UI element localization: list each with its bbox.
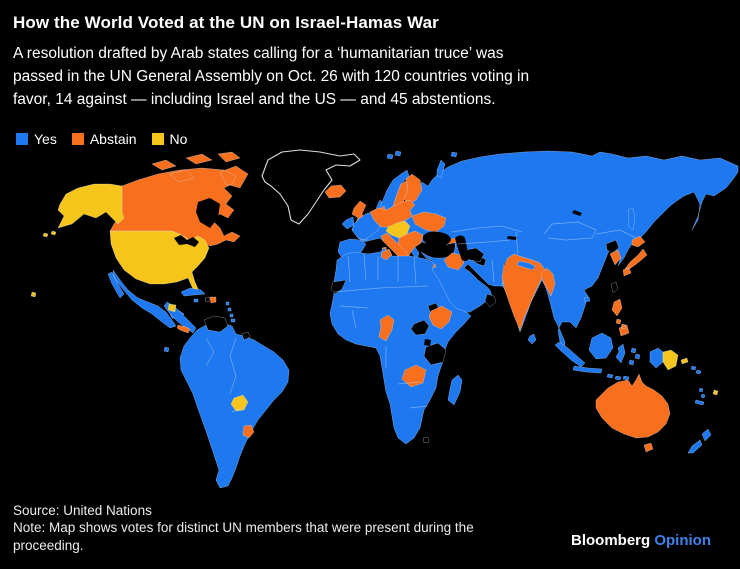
legend-item-abstain: Abstain: [71, 131, 137, 147]
country-border-lines: [205, 221, 637, 413]
chart-subtitle: A resolution drafted by Arab states call…: [13, 42, 573, 111]
region-australia: [595, 373, 671, 439]
subtitle-line-2: passed in the UN General Assembly on Oct…: [13, 68, 530, 85]
lake-balkhash: [507, 236, 517, 240]
region-dominican-republic: [209, 296, 217, 304]
region-taiwan: [610, 281, 619, 294]
caspian-sea: [455, 235, 469, 262]
region-french-guiana: [241, 331, 251, 341]
hudson-bay: [196, 198, 220, 228]
region-uruguay: [242, 424, 255, 439]
region-oman: [484, 293, 497, 308]
region-sulawesi: [615, 343, 626, 364]
region-philippines: [611, 298, 630, 337]
region-novaya-zemlya: [436, 159, 446, 179]
subtitle-line-1: A resolution drafted by Arab states call…: [13, 45, 504, 62]
region-cameroon: [378, 314, 395, 342]
legend: Yes Abstain No: [16, 131, 187, 147]
region-india: [501, 253, 546, 331]
region-new-zealand: [687, 428, 712, 454]
region-panama: [176, 324, 191, 334]
region-africa: [329, 247, 472, 445]
region-greenland: [261, 149, 361, 225]
region-tanzania: [423, 342, 447, 366]
region-fiji: [712, 389, 719, 396]
region-france: [351, 211, 381, 241]
region-madagascar: [447, 374, 463, 406]
region-venezuela: [203, 315, 229, 333]
region-png-islands: [680, 357, 689, 365]
region-myanmar: [540, 267, 556, 297]
note-line-1: Note: Map shows votes for distinct UN me…: [13, 520, 474, 535]
note-line-2: proceeding.: [13, 537, 84, 553]
region-south-sudan: [410, 319, 430, 336]
region-java: [572, 365, 603, 374]
legend-swatch-abstain-icon: [71, 133, 84, 145]
region-sakhalin: [627, 207, 636, 231]
region-jamaica: [193, 298, 199, 303]
region-ukraine: [411, 211, 447, 233]
black-sea: [423, 231, 451, 247]
legend-label-no: No: [169, 131, 188, 147]
region-iceland: [324, 184, 347, 199]
region-guatemala: [167, 303, 177, 313]
great-lakes: [174, 235, 199, 247]
region-ethiopia: [428, 305, 453, 330]
region-solomons: [690, 365, 702, 375]
legend-swatch-yes-icon: [16, 133, 28, 145]
brand-name: Bloomberg: [571, 532, 651, 549]
region-south-korea: [609, 249, 622, 266]
region-nepal: [516, 260, 536, 271]
region-antilles: [225, 301, 236, 323]
note-block: Note: Map shows votes for distinct UN me…: [13, 519, 583, 554]
lake-victoria: [424, 339, 431, 346]
brand-suffix: Opinion: [654, 532, 711, 549]
region-japan: [622, 235, 648, 277]
region-papua-new-guinea: [662, 349, 679, 371]
region-tasmania: [643, 442, 654, 453]
region-galapagos: [163, 346, 170, 353]
region-cuba: [180, 287, 206, 297]
region-iraq: [443, 252, 465, 271]
region-moluccas: [628, 347, 641, 366]
legend-swatch-no-icon: [151, 133, 164, 145]
region-svalbard: [386, 150, 458, 160]
source-line: Source: United Nations: [13, 503, 152, 518]
region-sri-lanka: [527, 333, 537, 345]
legend-label-abstain: Abstain: [89, 131, 137, 147]
region-hawaii: [30, 291, 37, 298]
region-west-papua: [649, 347, 664, 369]
legend-item-no: No: [151, 131, 188, 147]
region-central-europe: [369, 199, 416, 228]
region-north-korea: [605, 239, 620, 254]
region-haiti: [204, 296, 211, 303]
region-alaska: [42, 183, 125, 238]
legend-item-yes: Yes: [16, 131, 57, 147]
region-vanuatu: [698, 387, 706, 399]
world-choropleth-map: [30, 149, 739, 489]
region-sumatra: [554, 341, 586, 368]
region-lesser-sunda: [606, 373, 630, 381]
page-title: How the World Voted at the UN on Israel-…: [13, 13, 439, 32]
region-hainan: [583, 296, 591, 303]
region-lesotho: [422, 436, 430, 444]
region-tunisia: [380, 248, 393, 261]
region-ireland: [341, 216, 355, 230]
legend-label-yes: Yes: [34, 131, 57, 147]
region-paraguay: [230, 394, 249, 412]
region-new-caledonia: [694, 399, 705, 406]
inland-water: [174, 198, 582, 346]
region-borneo: [588, 332, 614, 360]
subtitle-line-3: favor, 14 against — including Israel and…: [13, 91, 496, 108]
lake-baikal: [572, 210, 582, 216]
bloomberg-opinion-logo: Bloomberg Opinion: [571, 532, 711, 549]
region-zambia: [401, 364, 427, 388]
